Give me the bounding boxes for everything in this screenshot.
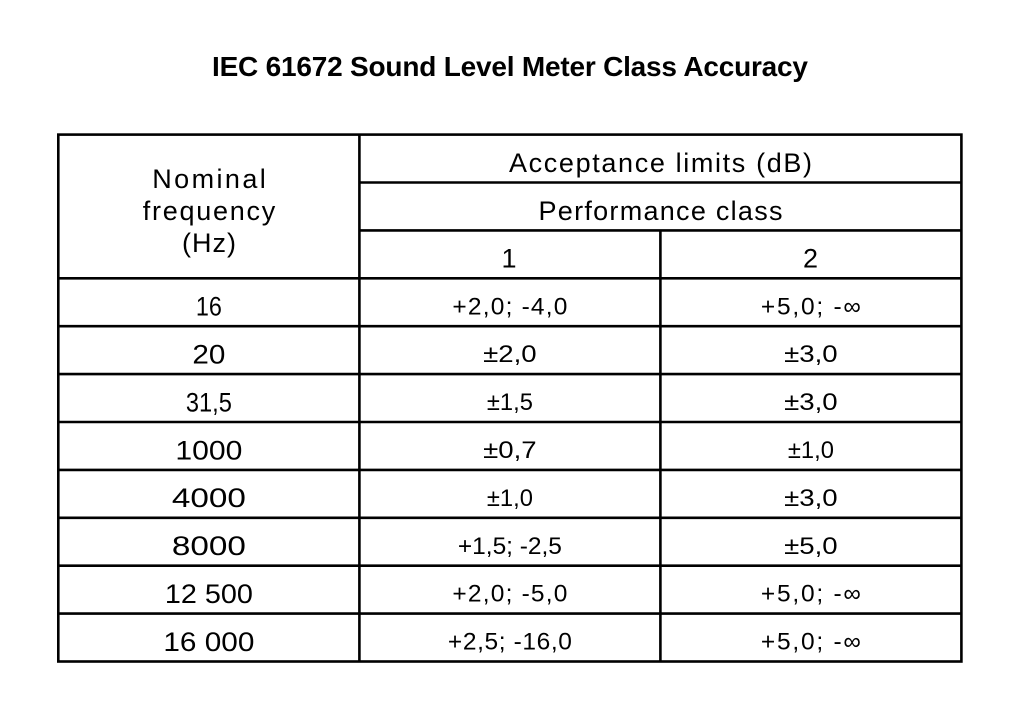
svg-text:±1,0: ±1,0 <box>487 485 533 512</box>
svg-text:+1,5; -2,5: +1,5; -2,5 <box>458 533 562 560</box>
svg-text:+5,0; -∞: +5,0; -∞ <box>761 581 861 608</box>
svg-text:±1,5: ±1,5 <box>487 389 533 416</box>
svg-text:1000: 1000 <box>175 435 242 465</box>
svg-text:±3,0: ±3,0 <box>784 389 838 416</box>
svg-text:12 500: 12 500 <box>165 579 253 609</box>
svg-text:31,5: 31,5 <box>186 387 232 417</box>
svg-text:+5,0; -∞: +5,0; -∞ <box>761 293 861 320</box>
svg-text:8000: 8000 <box>172 531 246 561</box>
svg-text:+2,5; -16,0: +2,5; -16,0 <box>448 629 572 656</box>
svg-text:±5,0: ±5,0 <box>784 533 838 560</box>
svg-text:±3,0: ±3,0 <box>784 485 838 512</box>
svg-text:IEC 61672 Sound Level Meter Cl: IEC 61672 Sound Level Meter Class Accura… <box>212 51 808 82</box>
svg-text:+2,0; -5,0: +2,0; -5,0 <box>452 581 567 608</box>
svg-text:+5,0; -∞: +5,0; -∞ <box>761 629 861 656</box>
svg-text:16 000: 16 000 <box>163 627 254 657</box>
svg-text:20: 20 <box>192 340 225 370</box>
svg-text:±1,0: ±1,0 <box>788 437 834 464</box>
svg-text:(Hz): (Hz) <box>182 228 236 258</box>
svg-text:2: 2 <box>803 244 818 274</box>
svg-text:16: 16 <box>196 292 222 322</box>
svg-text:Nominal: Nominal <box>152 164 266 194</box>
svg-text:4000: 4000 <box>172 483 246 513</box>
svg-text:±0,7: ±0,7 <box>483 437 537 464</box>
svg-text:±3,0: ±3,0 <box>784 341 838 368</box>
svg-text:frequency: frequency <box>143 196 276 226</box>
svg-text:±2,0: ±2,0 <box>483 341 537 368</box>
svg-text:+2,0; -4,0: +2,0; -4,0 <box>452 293 567 320</box>
svg-text:Acceptance limits (dB): Acceptance limits (dB) <box>509 148 812 178</box>
svg-text:Performance class: Performance class <box>539 196 783 226</box>
svg-text:1: 1 <box>501 244 516 274</box>
